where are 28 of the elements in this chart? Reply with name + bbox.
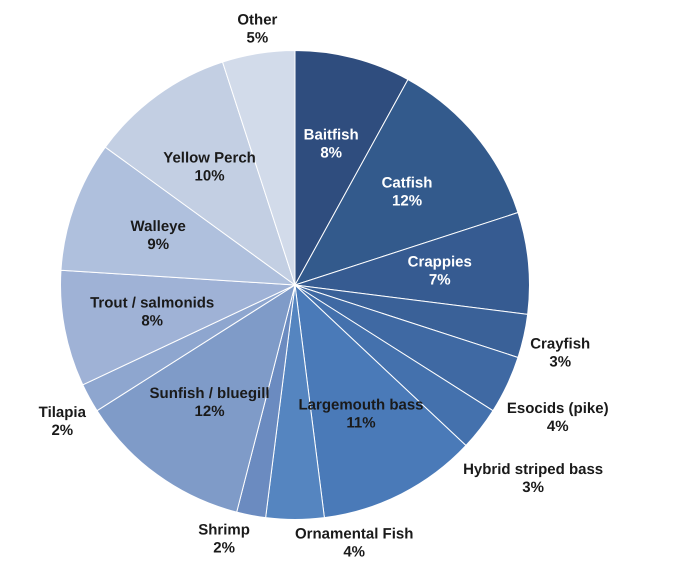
data-label: 3%	[522, 478, 544, 496]
slice-label: Crayfish	[530, 335, 590, 352]
data-label: 4%	[343, 544, 366, 561]
slice-label: Ornamental Fish	[295, 526, 414, 543]
slice-label: Catfish	[382, 174, 432, 192]
data-label: 10%	[194, 168, 225, 185]
data-label: 9%	[147, 236, 170, 253]
slice-label: Other	[237, 12, 278, 29]
data-label: 7%	[428, 271, 451, 288]
slice-label: Baitfish	[304, 126, 359, 144]
data-label: 8%	[141, 312, 164, 330]
data-label: 2%	[51, 422, 74, 440]
data-label: 3%	[549, 353, 572, 370]
data-label: 2%	[213, 539, 235, 556]
slice-label: Walleye	[130, 218, 186, 235]
slice-label: Esocids (pike)	[506, 400, 609, 417]
slice-label: Trout / salmonids	[90, 294, 214, 312]
slice-label: Shrimp	[198, 521, 250, 538]
data-label: 5%	[246, 30, 268, 47]
data-label: 12%	[392, 192, 422, 210]
data-label: 12%	[194, 402, 225, 420]
slice-label: Hybrid striped bass	[463, 460, 604, 478]
slice-label: Tilapia	[38, 404, 87, 422]
data-label: 11%	[346, 414, 376, 432]
data-label: 4%	[546, 418, 569, 435]
slice-label: Yellow Perch	[163, 150, 256, 167]
data-label: 8%	[320, 144, 342, 162]
slice-label: Crappies	[408, 253, 472, 270]
